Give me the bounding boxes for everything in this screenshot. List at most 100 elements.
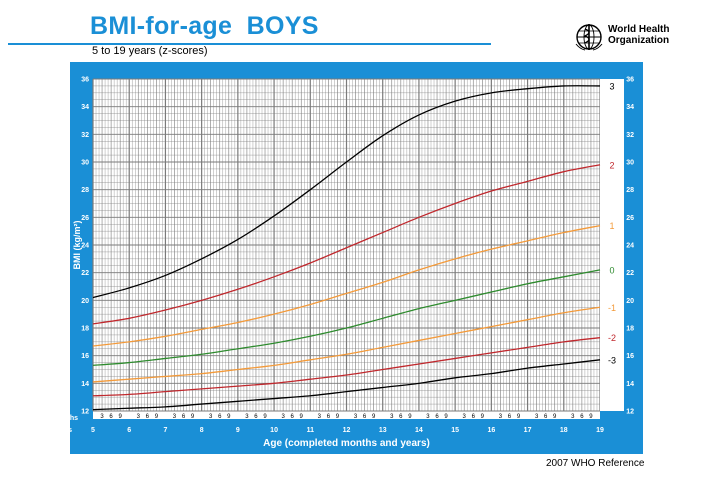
month-tick-label: 6 [472, 414, 476, 420]
years-row-label: Years [53, 427, 72, 434]
series-label-z-2: -2 [608, 333, 616, 343]
month-tick-label: 3 [354, 414, 358, 420]
x-tick-label: 17 [524, 427, 532, 434]
month-tick-label: 3 [390, 414, 394, 420]
series-label-column [600, 79, 624, 411]
series-label-z0: 0 [609, 265, 614, 275]
month-tick-label: 9 [444, 414, 448, 420]
month-tick-label: 9 [191, 414, 195, 420]
title-rule [8, 43, 491, 45]
month-tick-label: 6 [146, 414, 150, 420]
y-tick-label-right: 22 [626, 270, 634, 277]
month-tick-label: 6 [399, 414, 403, 420]
month-tick-label: 3 [209, 414, 213, 420]
month-tick-label: 9 [589, 414, 593, 420]
series-line-z3 [92, 85, 601, 299]
y-tick-label-left: 26 [81, 215, 89, 222]
x-tick-label: 15 [451, 427, 459, 434]
y-axis-label: BMI (kg/m²) [72, 221, 82, 270]
x-tick-label: 7 [163, 427, 167, 434]
series-label-z1: 1 [609, 221, 614, 231]
series-line-z-3 [92, 359, 601, 411]
x-tick-label: 9 [236, 427, 240, 434]
y-tick-label-right: 16 [626, 353, 634, 360]
grid [92, 78, 601, 412]
x-tick-label: 14 [415, 427, 423, 434]
y-tick-label-right: 34 [626, 104, 634, 111]
series-line-z-2 [92, 337, 601, 397]
who-emblem-icon [574, 22, 604, 57]
footer-reference: 2007 WHO Reference [546, 458, 645, 469]
month-tick-label: 3 [245, 414, 249, 420]
month-tick-label: 9 [118, 414, 122, 420]
y-tick-label-right: 20 [626, 298, 634, 305]
y-tick-label-left: 18 [81, 326, 89, 333]
series-line-z-1 [92, 306, 601, 383]
y-tick-label-right: 36 [626, 77, 634, 84]
month-tick-label: 3 [137, 414, 141, 420]
month-tick-label: 9 [300, 414, 304, 420]
month-tick-label: 6 [109, 414, 113, 420]
y-tick-label-left: 20 [81, 298, 89, 305]
y-tick-label-left: 14 [81, 381, 89, 388]
month-strip [93, 411, 600, 419]
x-tick-label: 6 [127, 427, 131, 434]
month-tick-label: 6 [182, 414, 186, 420]
x-tick-label: 13 [379, 427, 387, 434]
month-tick-label: 3 [173, 414, 177, 420]
month-tick-label: 6 [327, 414, 331, 420]
y-tick-label-left: 34 [81, 104, 89, 111]
x-tick-label: 19 [596, 427, 604, 434]
y-tick-label-left: 22 [81, 270, 89, 277]
series-label-z-3: -3 [608, 355, 616, 365]
month-tick-label: 6 [363, 414, 367, 420]
who-logo-text: World Health Organization [608, 24, 669, 46]
series-line-z0 [92, 269, 601, 366]
month-tick-label: 9 [227, 414, 231, 420]
series-line-z1 [92, 224, 601, 347]
who-logo-line2: Organization [608, 35, 670, 46]
y-tick-label-right: 12 [626, 409, 634, 416]
y-tick-label-right: 14 [626, 381, 634, 388]
y-tick-label-left: 24 [81, 243, 89, 250]
month-tick-label: 6 [508, 414, 512, 420]
page-subtitle: 5 to 19 years (z-scores) [92, 45, 208, 57]
x-tick-label: 10 [270, 427, 278, 434]
y-tick-label-left: 12 [81, 409, 89, 416]
month-tick-label: 6 [544, 414, 548, 420]
month-tick-label: 3 [281, 414, 285, 420]
series-label-z-1: -1 [608, 303, 616, 313]
y-tick-label-right: 18 [626, 326, 634, 333]
series-line-z2 [92, 164, 601, 325]
y-tick-label-right: 30 [626, 160, 634, 167]
month-tick-label: 6 [218, 414, 222, 420]
x-tick-label: 5 [91, 427, 95, 434]
x-tick-label: 12 [343, 427, 351, 434]
month-tick-label: 3 [499, 414, 503, 420]
months-row-label: Months [53, 415, 78, 422]
series-label-z2: 2 [609, 160, 614, 170]
x-tick-label: 8 [200, 427, 204, 434]
y-tick-label-right: 28 [626, 187, 634, 194]
y-tick-label-right: 24 [626, 243, 634, 250]
month-tick-label: 3 [318, 414, 322, 420]
month-tick-label: 9 [481, 414, 485, 420]
month-tick-label: 9 [517, 414, 521, 420]
month-tick-label: 6 [254, 414, 258, 420]
y-tick-label-left: 32 [81, 132, 89, 139]
month-tick-label: 3 [571, 414, 575, 420]
series-label-z3: 3 [609, 81, 614, 91]
x-tick-label: 16 [487, 427, 495, 434]
y-tick-label-left: 30 [81, 160, 89, 167]
month-tick-label: 3 [463, 414, 467, 420]
month-tick-label: 6 [435, 414, 439, 420]
y-tick-label-left: 16 [81, 353, 89, 360]
month-tick-label: 3 [535, 414, 539, 420]
month-tick-label: 9 [372, 414, 376, 420]
y-tick-label-right: 32 [626, 132, 634, 139]
month-tick-label: 6 [580, 414, 584, 420]
month-tick-label: 3 [100, 414, 104, 420]
month-tick-label: 9 [336, 414, 340, 420]
who-logo-line1: World Health [608, 24, 670, 35]
